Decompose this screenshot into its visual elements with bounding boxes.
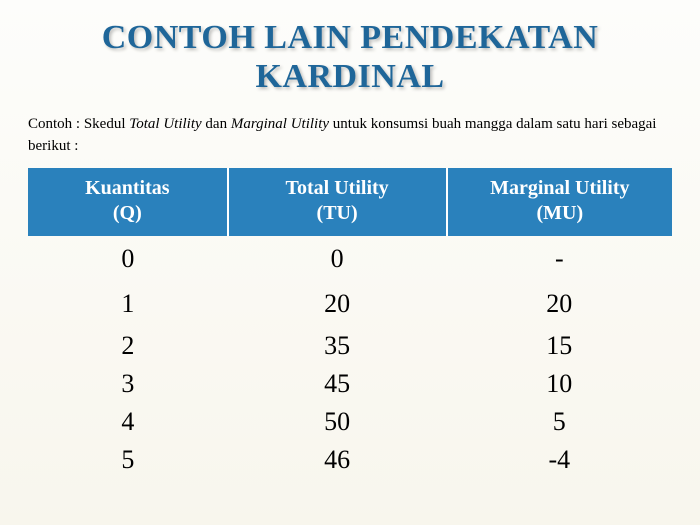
desc-italic-1: Total Utility bbox=[129, 116, 201, 132]
cell-q: 3 bbox=[28, 365, 228, 403]
slide-title: CONTOH LAIN PENDEKATAN KARDINAL bbox=[28, 18, 672, 96]
col-header-line1: Marginal Utility bbox=[490, 177, 629, 199]
slide-description: Contoh : Skedul Total Utility dan Margin… bbox=[28, 114, 672, 158]
title-line-2: KARDINAL bbox=[255, 58, 444, 95]
cell-tu: 20 bbox=[228, 281, 447, 327]
col-header-line2: (Q) bbox=[113, 202, 142, 224]
title-line-1: CONTOH LAIN PENDEKATAN bbox=[102, 19, 599, 56]
table-header-row: Kuantitas (Q) Total Utility (TU) Margina… bbox=[28, 168, 672, 236]
cell-q: 1 bbox=[28, 281, 228, 327]
col-header-line2: (TU) bbox=[317, 202, 358, 224]
table-row: 3 45 10 bbox=[28, 365, 672, 403]
cell-tu: 46 bbox=[228, 441, 447, 479]
col-header-total-utility: Total Utility (TU) bbox=[228, 168, 447, 236]
cell-mu: 15 bbox=[447, 327, 672, 365]
table-row: 2 35 15 bbox=[28, 327, 672, 365]
col-header-quantity: Kuantitas (Q) bbox=[28, 168, 228, 236]
cell-tu: 50 bbox=[228, 403, 447, 441]
slide-container: CONTOH LAIN PENDEKATAN KARDINAL Contoh :… bbox=[0, 0, 700, 525]
desc-prefix: Contoh : Skedul bbox=[28, 116, 129, 132]
col-header-line2: (MU) bbox=[536, 202, 583, 224]
cell-mu: 20 bbox=[447, 281, 672, 327]
table-row: 0 0 - bbox=[28, 236, 672, 282]
cell-tu: 0 bbox=[228, 236, 447, 282]
cell-q: 4 bbox=[28, 403, 228, 441]
cell-q: 0 bbox=[28, 236, 228, 282]
cell-mu: 10 bbox=[447, 365, 672, 403]
desc-italic-2: Marginal Utility bbox=[231, 116, 329, 132]
cell-tu: 45 bbox=[228, 365, 447, 403]
col-header-line1: Total Utility bbox=[286, 177, 389, 199]
desc-mid: dan bbox=[202, 116, 231, 132]
table-row: 5 46 -4 bbox=[28, 441, 672, 479]
table-row: 4 50 5 bbox=[28, 403, 672, 441]
col-header-marginal-utility: Marginal Utility (MU) bbox=[447, 168, 672, 236]
cell-mu: 5 bbox=[447, 403, 672, 441]
col-header-line1: Kuantitas bbox=[85, 177, 169, 199]
cell-q: 2 bbox=[28, 327, 228, 365]
cell-mu: - bbox=[447, 236, 672, 282]
table-body: 0 0 - 1 20 20 2 35 15 3 45 10 4 50 bbox=[28, 236, 672, 479]
utility-table: Kuantitas (Q) Total Utility (TU) Margina… bbox=[28, 168, 672, 479]
cell-q: 5 bbox=[28, 441, 228, 479]
cell-tu: 35 bbox=[228, 327, 447, 365]
table-row: 1 20 20 bbox=[28, 281, 672, 327]
table-header: Kuantitas (Q) Total Utility (TU) Margina… bbox=[28, 168, 672, 236]
cell-mu: -4 bbox=[447, 441, 672, 479]
